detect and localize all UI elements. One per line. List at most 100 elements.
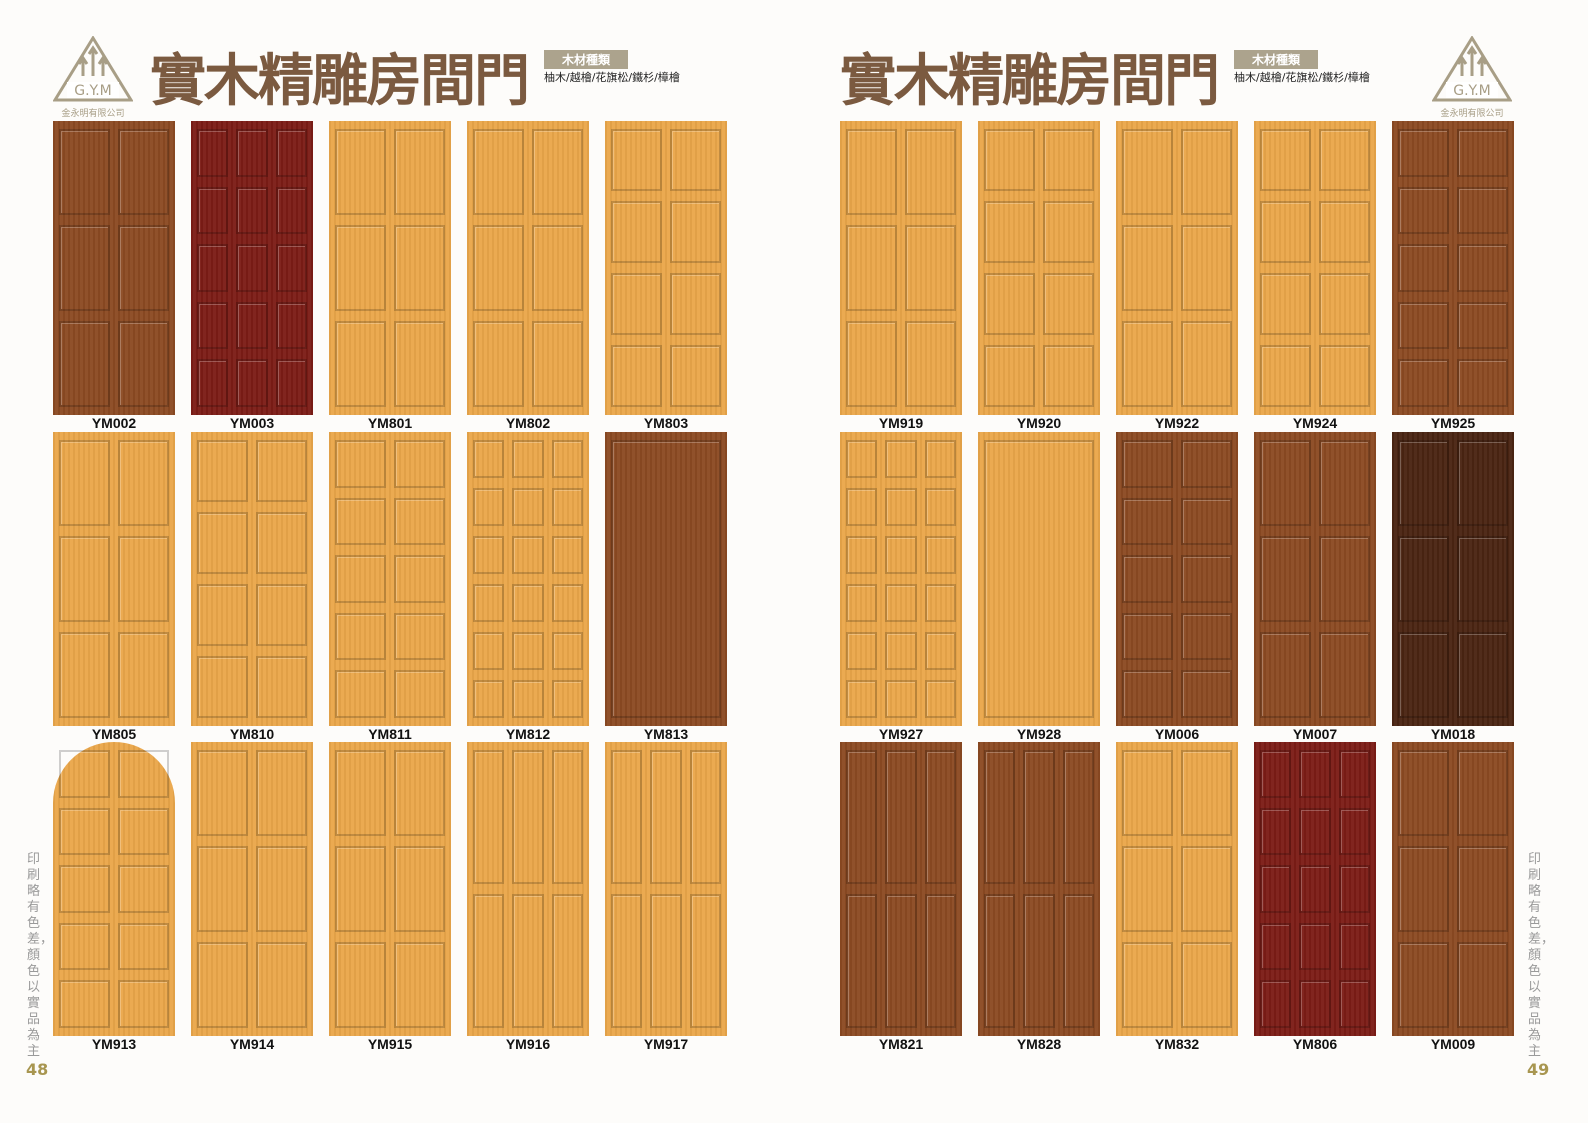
door-panel <box>473 894 505 1028</box>
door-panel <box>924 750 956 884</box>
door-panel <box>689 894 721 1028</box>
door-ym914 <box>191 742 313 1036</box>
door-panel <box>846 750 878 884</box>
door-panel <box>1398 186 1449 235</box>
door-panel <box>256 584 307 646</box>
door-code-label: YM009 <box>1430 1036 1476 1052</box>
door-ym006 <box>1116 432 1238 726</box>
door-panel <box>1023 894 1055 1028</box>
door-panel <box>512 680 544 718</box>
door-code-label: YM811 <box>368 726 412 742</box>
door-panel <box>1457 301 1508 350</box>
door-code-label: YM812 <box>505 726 551 742</box>
door-panel <box>885 488 917 526</box>
door-code-label: YM018 <box>1430 726 1476 742</box>
door-panel <box>670 273 721 335</box>
door-panel <box>924 536 956 574</box>
door-panel <box>846 894 878 1028</box>
door-panel <box>394 129 445 215</box>
door-panel <box>924 894 956 1028</box>
door-code-label: YM915 <box>367 1036 413 1052</box>
door-panel <box>1398 750 1449 836</box>
door-code-label: YM806 <box>1292 1036 1338 1052</box>
door-panel <box>275 359 307 407</box>
door-panel <box>885 894 917 1028</box>
door-panel <box>394 497 445 546</box>
door-ym003 <box>191 121 313 415</box>
door-panel <box>1398 440 1449 526</box>
door-panel <box>197 512 248 574</box>
door-panel <box>905 321 956 407</box>
door-panel <box>473 440 505 478</box>
door-panel <box>1181 670 1232 718</box>
door-panel <box>1181 750 1232 836</box>
door-panel <box>394 846 445 932</box>
door-panel <box>670 201 721 263</box>
door-panel <box>984 201 1035 263</box>
door-panel <box>394 225 445 311</box>
door-panel <box>335 750 386 836</box>
door-panel <box>473 632 505 670</box>
door-code-label: YM832 <box>1154 1036 1200 1052</box>
door-panel <box>394 670 445 718</box>
door-panel <box>1122 846 1173 932</box>
door-panel <box>885 632 917 670</box>
door-panel <box>1122 497 1173 546</box>
door-code-label: YM924 <box>1292 415 1338 431</box>
door-panel <box>236 359 268 407</box>
door-panel <box>512 750 544 884</box>
door-panel <box>473 225 524 311</box>
door-panel <box>394 555 445 603</box>
door-panel <box>532 225 583 311</box>
door-code-label: YM803 <box>643 415 689 431</box>
door-panel <box>1260 129 1311 191</box>
door-panel <box>335 942 386 1028</box>
door-panel <box>984 440 1094 718</box>
door-panel <box>1181 846 1232 932</box>
door-panel <box>1122 555 1173 603</box>
door-ym811 <box>329 432 451 726</box>
door-panel <box>1457 942 1508 1028</box>
door-panel <box>256 656 307 718</box>
door-panel <box>1398 942 1449 1028</box>
door-panel <box>256 440 307 502</box>
door-code-label: YM801 <box>367 415 413 431</box>
door-panel <box>197 750 248 836</box>
door-panel <box>670 345 721 407</box>
door-panel <box>197 584 248 646</box>
door-panel <box>1398 129 1449 177</box>
door-panel <box>846 680 878 718</box>
door-panel <box>611 273 662 335</box>
door-code-label: YM802 <box>505 415 551 431</box>
door-panel <box>275 129 307 177</box>
door-ym803 <box>605 121 727 415</box>
door-panel <box>551 680 583 718</box>
door-panel <box>59 980 110 1028</box>
door-panel <box>846 584 878 622</box>
door-panel <box>1398 846 1449 932</box>
door-panel <box>335 670 386 718</box>
door-panel <box>394 942 445 1028</box>
door-panel <box>59 225 110 311</box>
door-ym925 <box>1392 121 1514 415</box>
door-panel <box>924 632 956 670</box>
door-panel <box>335 129 386 215</box>
door-code-label: YM003 <box>229 415 275 431</box>
door-panel <box>1023 750 1055 884</box>
door-panel <box>59 922 110 971</box>
wood-types-badge: 木材種類 <box>544 50 629 69</box>
door-panel <box>473 488 505 526</box>
door-panel <box>1319 536 1370 622</box>
door-panel <box>611 440 721 718</box>
door-ym915 <box>329 742 451 1036</box>
door-ym801 <box>329 121 451 415</box>
door-code-label: YM919 <box>878 415 924 431</box>
svg-text:G.Y.M: G.Y.M <box>74 83 112 99</box>
door-panel <box>335 846 386 932</box>
door-panel <box>197 129 229 177</box>
door-panel <box>1260 632 1311 718</box>
door-panel <box>1398 536 1449 622</box>
door-code-label: YM002 <box>91 415 137 431</box>
door-panel <box>650 750 682 884</box>
door-panel <box>984 273 1035 335</box>
